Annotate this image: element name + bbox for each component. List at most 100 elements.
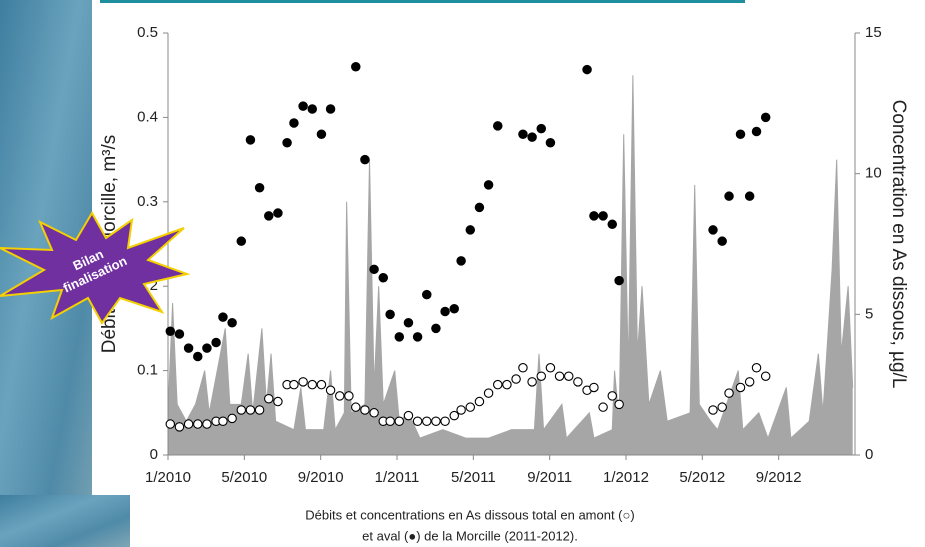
- filled-point: [582, 64, 592, 75]
- x-tick-label: 9/2010: [298, 469, 344, 486]
- filled-point: [394, 332, 405, 342]
- open-point: [264, 393, 274, 404]
- open-point: [273, 396, 283, 407]
- open-point: [502, 379, 512, 390]
- open-point: [483, 388, 494, 398]
- x-tick-label: 5/2012: [679, 469, 725, 486]
- open-point: [316, 379, 327, 390]
- badge-star: [0, 210, 191, 325]
- open-point: [403, 410, 414, 421]
- filled-point: [298, 101, 308, 111]
- filled-point: [236, 236, 247, 246]
- open-point: [751, 363, 762, 373]
- filled-point: [264, 211, 274, 221]
- filled-point: [493, 121, 503, 131]
- filled-point: [351, 62, 361, 72]
- filled-point: [378, 273, 389, 283]
- side-photo: [0, 495, 130, 547]
- filled-point: [218, 312, 228, 322]
- filled-point: [483, 180, 494, 190]
- filled-point: [717, 236, 727, 246]
- filled-point: [282, 137, 292, 148]
- top-rule: [100, 0, 745, 3]
- filled-point: [607, 219, 618, 230]
- open-point: [193, 419, 203, 429]
- open-point: [545, 363, 556, 373]
- filled-point: [385, 309, 395, 320]
- open-point: [245, 405, 256, 415]
- filled-point: [403, 318, 414, 328]
- open-point: [431, 416, 441, 426]
- filled-point: [440, 306, 450, 317]
- filled-point: [227, 318, 237, 328]
- open-point: [614, 399, 624, 410]
- open-point: [456, 405, 466, 415]
- badge: Bilan finalisation: [0, 210, 191, 325]
- filled-point: [360, 154, 370, 165]
- open-point: [236, 405, 247, 415]
- y2-axis-label: Concentration en As dissous, µg/L: [888, 100, 909, 389]
- y-tick-label: 0.3: [137, 193, 158, 210]
- x-tick-label: 5/2011: [451, 469, 496, 486]
- filled-point: [211, 337, 221, 348]
- open-point: [394, 416, 405, 426]
- open-point: [422, 416, 432, 426]
- open-point: [536, 371, 547, 381]
- open-point: [518, 363, 528, 373]
- open-point: [527, 377, 537, 387]
- filled-point: [165, 326, 176, 336]
- filled-point: [465, 225, 476, 235]
- open-point: [708, 405, 718, 415]
- filled-point: [289, 118, 299, 128]
- open-point: [735, 382, 746, 393]
- filled-point: [273, 208, 283, 218]
- open-point: [607, 391, 618, 401]
- filled-point: [193, 351, 203, 362]
- y2-tick-label: 0: [865, 446, 873, 463]
- filled-point: [474, 202, 485, 213]
- x-tick-label: 1/2012: [603, 469, 649, 486]
- caption: Débits et concentrations en As dissous t…: [305, 507, 634, 522]
- filled-point: [724, 191, 734, 201]
- open-point: [254, 405, 265, 415]
- filled-point: [183, 343, 194, 353]
- y2-tick-label: 5: [865, 305, 873, 322]
- open-point: [334, 391, 345, 401]
- open-point: [289, 379, 299, 390]
- filled-point: [518, 129, 528, 140]
- filled-point: [174, 329, 185, 339]
- open-point: [360, 405, 370, 415]
- open-point: [573, 377, 583, 387]
- filled-point: [254, 182, 265, 193]
- open-point: [465, 402, 476, 412]
- filled-point: [735, 129, 746, 140]
- filled-point: [316, 129, 327, 140]
- x-tick-label: 1/2010: [145, 469, 191, 486]
- filled-point: [589, 211, 599, 221]
- filled-point: [456, 256, 466, 266]
- filled-point: [202, 343, 212, 353]
- x-tick-label: 5/2010: [221, 469, 267, 486]
- filled-point: [527, 132, 537, 142]
- open-point: [307, 379, 318, 390]
- y-tick-label: 0.1: [137, 362, 158, 379]
- open-point: [385, 416, 395, 426]
- filled-point: [431, 323, 441, 334]
- open-point: [202, 419, 212, 429]
- x-tick-label: 1/2011: [375, 469, 420, 486]
- filled-point: [369, 264, 379, 275]
- filled-point: [449, 303, 459, 314]
- y-tick-label: 0.5: [137, 24, 158, 41]
- open-point: [724, 388, 734, 398]
- open-point: [369, 408, 379, 418]
- open-point: [563, 371, 574, 381]
- open-point: [440, 416, 450, 426]
- area-outline: [167, 75, 854, 440]
- open-point: [449, 410, 459, 421]
- open-point: [511, 374, 521, 384]
- open-point: [493, 379, 503, 390]
- filled-point: [760, 112, 771, 123]
- filled-point: [708, 225, 718, 235]
